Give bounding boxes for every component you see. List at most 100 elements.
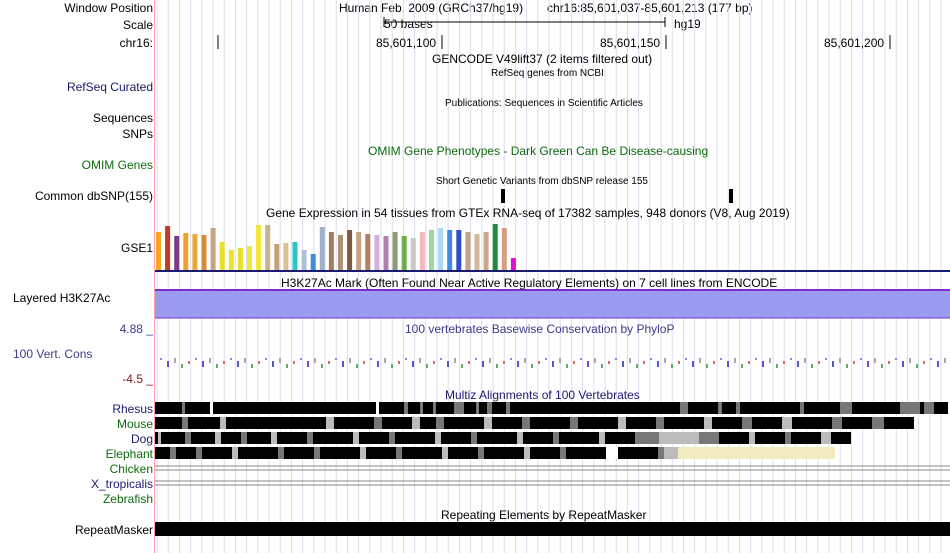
multiz-mouse-block [752,417,782,429]
multiz-dog-block [215,432,221,444]
assembly-title: Human Feb. 2009 (GRCh37/hg19) [339,1,524,15]
conservation-mark [202,361,204,367]
multiz-dog-block [821,432,831,444]
multiz-rhesus-block [852,402,900,414]
gtex-bar [156,232,161,270]
multiz-rhesus-block [924,402,934,414]
conservation-mark [734,358,736,363]
multiz-species-mouse[interactable]: Mouse [116,417,153,431]
multiz-mouse-block [570,417,578,429]
multiz-dog-block [599,432,605,444]
conservation-mark [923,361,925,364]
dbsnp-variant [501,189,505,203]
multiz-dog-block [755,432,785,444]
omim-title: OMIM Gene Phenotypes - Dark Green Can Be… [368,144,709,158]
gtex-bar [383,236,389,270]
multiz-species-dog[interactable]: Dog [130,432,153,446]
h3k27ac-signal [155,290,950,318]
multiz-mouse-block [182,417,188,429]
repeatmasker-label[interactable]: RepeatMasker [74,523,153,537]
conservation-ymin: -4.5 _ [122,372,153,386]
conservation-mark [251,364,253,368]
tracks-canvas[interactable] [155,0,950,553]
conservation-mark [937,361,939,367]
refseq-label[interactable]: RefSeq Curated [66,80,153,94]
conservation-label[interactable]: 100 Vert. Cons [13,347,93,361]
conservation-mark [454,358,456,363]
gtex-bar [174,236,180,270]
multiz-rhesus-block [740,402,800,414]
gtex-label[interactable]: GSE1 [120,241,153,255]
conservation-mark [265,358,267,360]
gencode-title[interactable]: GENCODE V49lift37 (2 items filtered out) [432,52,653,66]
conservation-mark [727,361,729,367]
multiz-mouse-block [420,417,436,429]
multiz-elephant-block [366,447,396,459]
conservation-mark [517,361,519,367]
multiz-elephant-block [232,447,238,459]
conservation-mark [881,364,883,368]
multiz-rhesus-block [920,402,924,414]
conservation-mark [825,358,827,360]
gtex-bar [338,235,343,270]
conservation-mark [839,358,841,363]
multiz-rhesus-block [506,402,510,414]
multiz-dog-block [271,432,277,444]
multiz-elephant-block [530,447,560,459]
conservation-mark [167,361,169,367]
multiz-rhesus-block [404,402,408,414]
multiz-dog-block [831,432,851,444]
window-position-label: Window Position [64,1,153,15]
multiz-mouse-block [742,417,752,429]
conservation-mark [412,361,414,367]
multiz-species-zebrafish[interactable]: Zebrafish [102,492,153,506]
conservation-mark [874,358,876,363]
multiz-rhesus-block [408,402,420,414]
track-area[interactable] [155,0,950,553]
conservation-mark [636,364,638,368]
conservation-mark [384,358,386,363]
conservation-mark [377,361,379,367]
conservation-mark [853,361,855,364]
conservation-mark [566,364,568,368]
gtex-bar [392,232,398,270]
multiz-rhesus-block [376,402,379,414]
multiz-elephant-block [524,447,530,459]
conservation-mark [223,361,225,364]
multiz-rhesus-block [182,402,185,414]
multiz-dog-block [353,432,359,444]
multiz-species-rhesus[interactable]: Rhesus [112,402,153,416]
gtex-bar [328,232,334,270]
multiz-dog-block [719,432,749,444]
gtex-bar [310,254,316,270]
multiz-dog-block [313,432,353,444]
multiz-species-xtropicalis[interactable]: X_tropicalis [90,477,153,491]
multiz-species-chicken[interactable]: Chicken [109,462,153,476]
repeatmasker-element [155,522,950,536]
ruler-tick-label: 85,601,200 [824,36,885,50]
multiz-dog-block [441,432,471,444]
omim-label[interactable]: OMIM Genes [81,158,153,172]
snps-label[interactable]: SNPs [122,127,153,141]
chrom-label: chr16: [119,36,153,50]
dbsnp-variant [729,189,733,203]
conservation-mark [342,361,344,367]
multiz-rhesus-block [487,402,492,414]
multiz-dog-block [785,432,791,444]
multiz-rhesus-block [688,402,718,414]
h3k27ac-label[interactable]: Layered H3K27Ac [13,291,111,305]
multiz-species-elephant[interactable]: Elephant [105,447,153,461]
conservation-mark [363,361,365,364]
dbsnp-label[interactable]: Common dbSNP(155) [34,189,153,203]
multiz-mouse-block [656,417,664,429]
multiz-mouse-block [220,417,226,429]
dbsnp-title: Short Genetic Variants from dbSNP releas… [436,176,648,187]
multiz-rhesus-block [433,402,436,414]
gtex-bar [265,225,271,270]
conservation-mark [370,358,372,360]
gtex-bar [429,230,434,270]
conservation-mark [713,361,715,364]
sequences-label[interactable]: Sequences [92,111,153,125]
conservation-mark [160,358,162,360]
gtex-bar [474,234,480,270]
